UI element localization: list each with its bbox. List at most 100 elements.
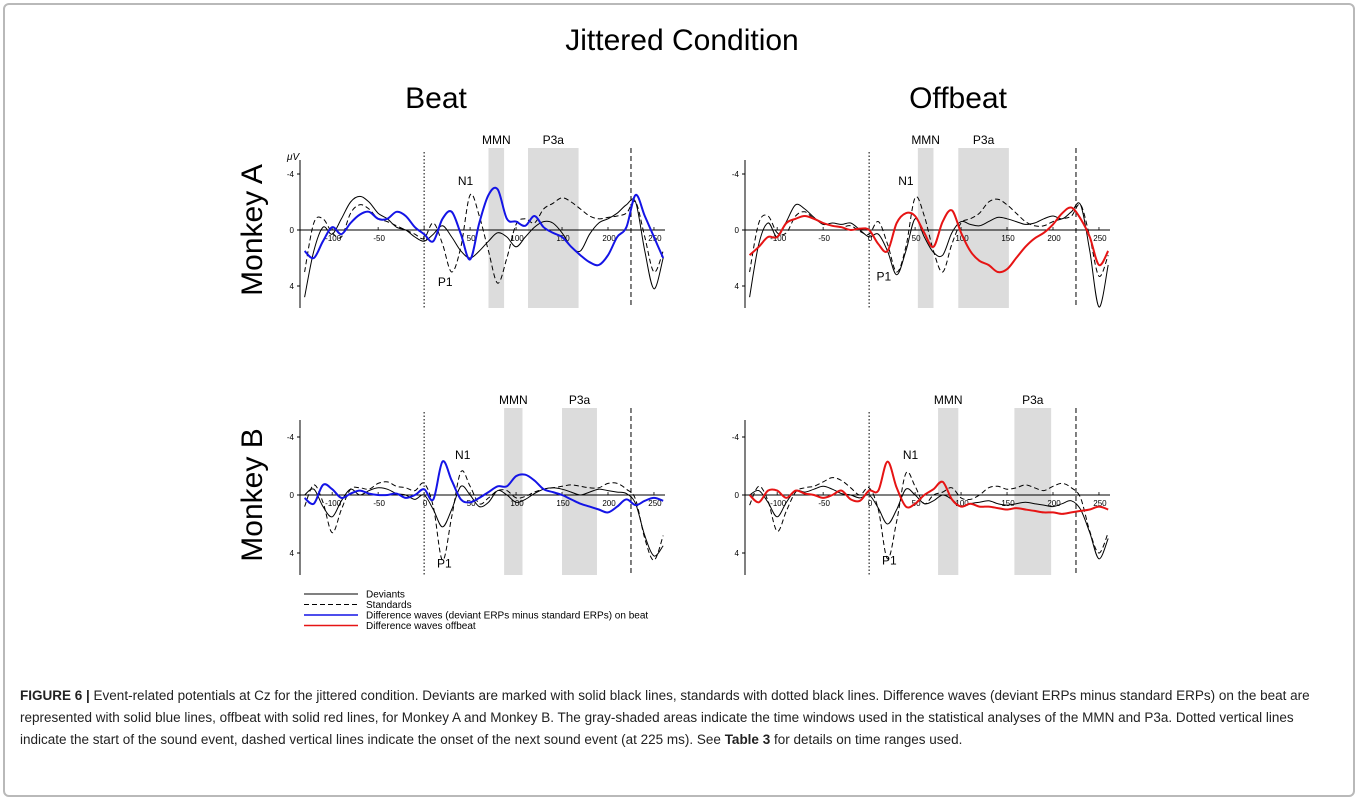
series-difference-waves-offbeat — [748, 206, 1110, 274]
x-tick-label: -100 — [325, 499, 342, 508]
annotation-p1: P1 — [437, 557, 452, 571]
x-tick-label: -100 — [325, 234, 342, 243]
x-tick-label: 100 — [510, 499, 524, 508]
x-tick-label: 150 — [556, 499, 570, 508]
x-tick-label: -50 — [818, 234, 830, 243]
y-tick-label: 4 — [735, 282, 740, 291]
y-tick-label: 4 — [735, 549, 740, 558]
annotation-n1: N1 — [458, 174, 474, 188]
legend-label: Difference waves offbeat — [366, 621, 476, 632]
x-tick-label: 200 — [602, 499, 616, 508]
x-tick-label: 200 — [1047, 499, 1061, 508]
x-tick-label: 0 — [868, 234, 873, 243]
x-tick-label: 250 — [1093, 234, 1107, 243]
figure-canvas: Jittered Condition Beat Offbeat Monkey A… — [236, 24, 1110, 632]
window-p3a — [958, 148, 1009, 308]
window-label-mmn: MMN — [499, 393, 528, 407]
y-tick-label: -4 — [287, 433, 295, 442]
y-tick-label: -4 — [732, 170, 740, 179]
annotation-p1: P1 — [438, 275, 453, 289]
series-deviants — [304, 485, 664, 557]
series-difference-waves-on-beat — [303, 460, 664, 514]
y-tick-label: 0 — [735, 226, 740, 235]
x-tick-label: 0 — [423, 234, 428, 243]
row-title-monkey-a: Monkey A — [236, 164, 269, 296]
x-tick-label: -100 — [770, 499, 787, 508]
panel-monkey-b-beat: MMN P3a -4 0 4 -100 -50 0 50 100 150 200 250 N1 P1 — [287, 393, 665, 575]
window-mmn — [917, 148, 934, 308]
window-mmn — [504, 408, 523, 575]
x-tick-label: 150 — [1001, 499, 1015, 508]
caption-text-after: for details on time ranges used. — [770, 732, 963, 747]
x-tick-label: 250 — [1093, 499, 1107, 508]
legend-item: Difference waves offbeat — [304, 621, 476, 632]
window-label-mmn: MMN — [934, 393, 963, 407]
figure-frame — [3, 3, 1355, 797]
window-label-p3a: P3a — [543, 133, 565, 147]
x-tick-label: 200 — [1047, 234, 1061, 243]
window-label-mmn: MMN — [911, 133, 940, 147]
x-tick-label: 200 — [602, 234, 616, 243]
series-standards — [749, 471, 1109, 560]
series-difference-waves-on-beat — [303, 186, 665, 267]
window-label-p3a: P3a — [569, 393, 591, 407]
panel-monkey-a-offbeat: MMN P3a -4 0 4 -100 -50 0 50 100 150 200 250 N1 P1 — [732, 133, 1110, 308]
window-label-p3a: P3a — [1022, 393, 1044, 407]
legend-label: Deviants — [366, 590, 405, 601]
column-title-offbeat: Offbeat — [909, 82, 1008, 115]
column-title-beat: Beat — [405, 82, 467, 115]
x-tick-label: 100 — [955, 499, 969, 508]
x-tick-label: 50 — [467, 234, 476, 243]
series-deviants — [749, 485, 1109, 560]
y-tick-label: 4 — [290, 549, 295, 558]
x-tick-label: 0 — [868, 499, 873, 508]
x-tick-label: 100 — [510, 234, 524, 243]
x-tick-label: 100 — [955, 234, 969, 243]
window-p3a — [528, 148, 579, 308]
x-tick-label: -50 — [373, 234, 385, 243]
series-difference-waves-offbeat — [748, 460, 1109, 515]
series-standards — [304, 193, 664, 284]
window-p3a — [1014, 408, 1052, 575]
window-mmn — [488, 148, 505, 308]
series-standards — [749, 196, 1109, 277]
chart-panels: MMN P3a -4 0 4 -100 -50 0 50 100 150 200 250 N1 P1 MMN P… — [287, 133, 1110, 575]
annotation-n1: N1 — [898, 174, 914, 188]
window-label-p3a: P3a — [973, 133, 995, 147]
y-tick-label: -4 — [287, 170, 295, 179]
legend-label: Difference waves (deviant ERPs minus sta… — [366, 611, 648, 622]
figure-title: Jittered Condition — [565, 24, 798, 57]
row-title-monkey-b: Monkey B — [236, 428, 269, 561]
x-tick-label: -50 — [818, 499, 830, 508]
x-tick-label: -100 — [770, 234, 787, 243]
x-tick-label: 50 — [467, 499, 476, 508]
x-tick-label: 250 — [648, 499, 662, 508]
x-tick-label: 0 — [423, 499, 428, 508]
y-tick-label: 4 — [290, 282, 295, 291]
series-standards — [304, 470, 664, 561]
y-tick-label: 0 — [290, 491, 295, 500]
x-tick-label: -50 — [373, 499, 385, 508]
annotation-p1: P1 — [882, 554, 897, 568]
legend-item: Difference waves (deviant ERPs minus sta… — [304, 611, 648, 622]
caption-label: FIGURE 6 | — [20, 688, 90, 703]
x-tick-label: 150 — [1001, 234, 1015, 243]
window-label-mmn: MMN — [482, 133, 511, 147]
figure-caption: FIGURE 6 | Event-related potentials at C… — [20, 685, 1340, 751]
x-tick-label: 50 — [912, 234, 921, 243]
legend-item: Standards — [304, 600, 412, 611]
annotation-n1: N1 — [455, 448, 471, 462]
caption-table-ref: Table 3 — [724, 732, 771, 747]
legend-label: Standards — [366, 600, 412, 611]
legend-item: Deviants — [304, 590, 405, 601]
caption-text-before: Event-related potentials at Cz for the j… — [20, 688, 1310, 747]
y-tick-label: 0 — [290, 226, 295, 235]
y-tick-label: -4 — [732, 433, 740, 442]
unit-label: μV — [286, 152, 300, 163]
series-deviants — [749, 202, 1109, 308]
annotation-p1: P1 — [876, 269, 891, 283]
series-deviants — [304, 195, 664, 298]
